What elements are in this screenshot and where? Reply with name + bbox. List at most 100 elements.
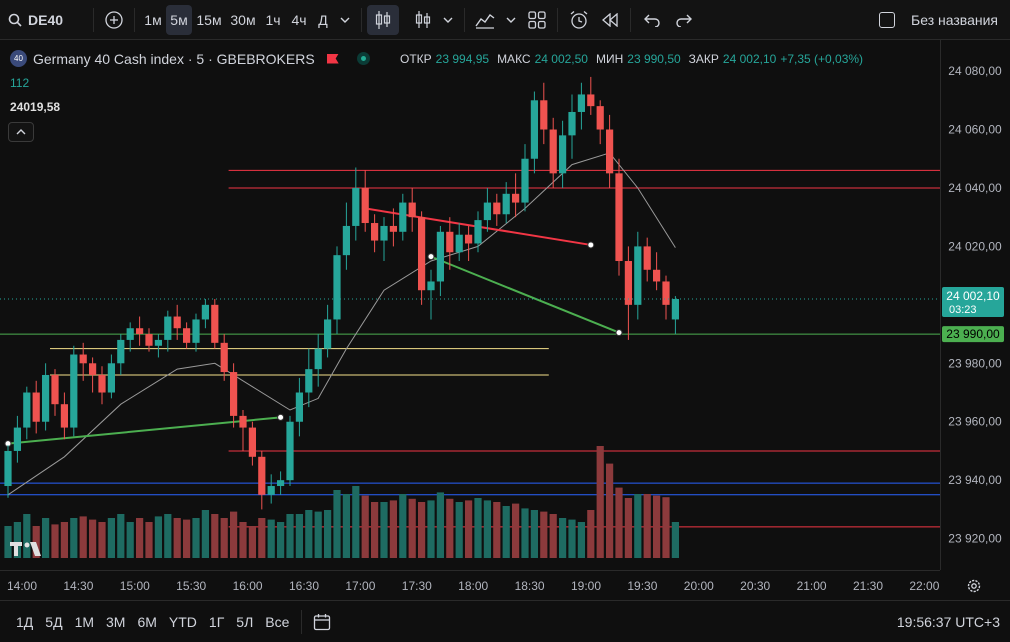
volume-bar <box>220 518 228 558</box>
chevron-down-icon <box>443 17 453 23</box>
interval-dropdown[interactable] <box>334 5 356 35</box>
volume-bar <box>559 518 567 558</box>
candle-body <box>483 202 491 221</box>
go-to-date-button[interactable] <box>307 607 337 637</box>
price-chart[interactable] <box>0 40 940 570</box>
chart-pane[interactable] <box>0 40 940 570</box>
time-tick-label: 19:00 <box>571 579 601 593</box>
trend-lines[interactable] <box>4 204 623 448</box>
range-3m[interactable]: 3М <box>106 613 126 630</box>
volume-bar <box>380 502 388 558</box>
chevron-down-icon <box>506 17 516 23</box>
compare-button[interactable] <box>99 5 129 35</box>
candle-body <box>13 427 21 451</box>
indicators-dropdown[interactable] <box>500 5 522 35</box>
chart-type-dropdown[interactable] <box>437 5 459 35</box>
time-axis[interactable]: 14:00 14:30 15:00 15:30 16:00 16:30 17:00 17:30… <box>0 570 940 600</box>
replay-button[interactable] <box>595 5 625 35</box>
candle-body <box>333 255 341 320</box>
volume-bar <box>248 526 256 558</box>
redo-button[interactable] <box>668 5 700 35</box>
volume-bar <box>624 498 632 558</box>
interval-4h[interactable]: 4ч <box>291 11 307 28</box>
candle-body <box>624 261 632 305</box>
time-tick-label: 20:00 <box>684 579 714 593</box>
volume-bars <box>4 446 679 558</box>
countdown-label: 03:23 <box>949 304 977 316</box>
volume-bar <box>305 510 313 558</box>
candle-body <box>51 374 59 405</box>
volume-bar <box>286 514 294 558</box>
symbol-search[interactable]: DE40 <box>0 5 88 35</box>
range-ytd[interactable]: YTD <box>168 613 197 630</box>
trend-line-handle[interactable] <box>587 241 595 249</box>
bar-style-button[interactable] <box>409 5 437 35</box>
candle-body <box>342 225 350 256</box>
trend-line[interactable] <box>7 416 281 445</box>
candle-body <box>530 100 538 159</box>
trend-line-handle[interactable] <box>427 253 435 261</box>
price-tick-label: 23 920,00 <box>948 532 1002 546</box>
alert-button[interactable] <box>563 5 595 35</box>
candle-body <box>248 427 256 457</box>
separator <box>93 7 94 32</box>
candle-body <box>352 187 360 226</box>
range-all[interactable]: Все <box>265 613 290 630</box>
price-tick-label: 24 020,00 <box>948 239 1002 253</box>
search-icon <box>8 13 22 27</box>
templates-button[interactable] <box>522 5 552 35</box>
indicators-button[interactable] <box>470 5 500 35</box>
interval-1h[interactable]: 1ч <box>265 11 281 28</box>
undo-button[interactable] <box>636 5 668 35</box>
range-6m[interactable]: 6М <box>137 613 157 630</box>
symbol-title[interactable]: Germany 40 Cash index · 5 · GBEBROKERS <box>33 50 315 67</box>
tradingview-logo <box>10 542 44 563</box>
flag-icon <box>326 53 339 64</box>
trend-line-handle[interactable] <box>615 329 623 337</box>
volume-bar <box>521 508 529 558</box>
candle-body <box>521 158 529 203</box>
interval-15m[interactable]: 15м <box>196 11 222 28</box>
volume-bar <box>606 463 614 558</box>
collapse-legend-button[interactable] <box>8 122 34 142</box>
volume-bar <box>653 495 661 558</box>
interval-5m[interactable]: 5м <box>166 4 192 35</box>
range-1m[interactable]: 1М <box>74 613 95 630</box>
range-5d[interactable]: 5Д <box>45 613 63 630</box>
price-tick-label: 23 960,00 <box>948 415 1002 429</box>
volume-bar <box>408 498 416 558</box>
time-tick-label: 18:00 <box>458 579 488 593</box>
candles-style-button[interactable] <box>367 4 399 35</box>
range-5y[interactable]: 5Л <box>236 613 254 630</box>
volume-bar <box>342 494 350 558</box>
time-tick-label: 20:30 <box>740 579 770 593</box>
high-value: 24 002,50 <box>534 52 588 66</box>
candle-body <box>465 234 473 244</box>
volume-bar <box>587 510 595 558</box>
candle-body <box>117 339 125 364</box>
volume-bar <box>4 526 12 558</box>
range-1d[interactable]: 1Д <box>16 613 34 630</box>
interval-30m[interactable]: 30м <box>230 11 256 28</box>
close-value: 24 002,10 <box>722 52 777 66</box>
rewind-icon <box>602 12 618 27</box>
trend-line[interactable] <box>430 255 620 334</box>
volume-bar <box>446 498 454 558</box>
clock-timezone[interactable]: 19:56:37 UTC+3 <box>896 613 1000 630</box>
interval-1m[interactable]: 1м <box>144 11 162 28</box>
moving-average-line <box>7 152 676 496</box>
price-axis[interactable]: 24 080,00 24 060,00 24 040,00 24 020,00 23 9… <box>940 40 1010 570</box>
layout-name-button[interactable]: Без названия <box>871 5 1010 35</box>
volume-bar <box>107 518 115 558</box>
time-tick-label: 18:30 <box>515 579 545 593</box>
candle-body <box>136 328 144 335</box>
volume-bar <box>183 519 191 558</box>
moving-average-value: 24019,58 <box>10 100 61 114</box>
axis-settings-button[interactable] <box>964 576 984 596</box>
trend-line-handle[interactable] <box>277 413 285 421</box>
range-1y[interactable]: 1Г <box>208 613 225 630</box>
interval-day[interactable]: Д <box>318 11 328 28</box>
time-axis-labels: 14:00 14:30 15:00 15:30 16:00 16:30 17:00 17:30… <box>7 579 940 593</box>
volume-bar <box>540 511 548 558</box>
time-tick-label: 21:30 <box>853 579 883 593</box>
